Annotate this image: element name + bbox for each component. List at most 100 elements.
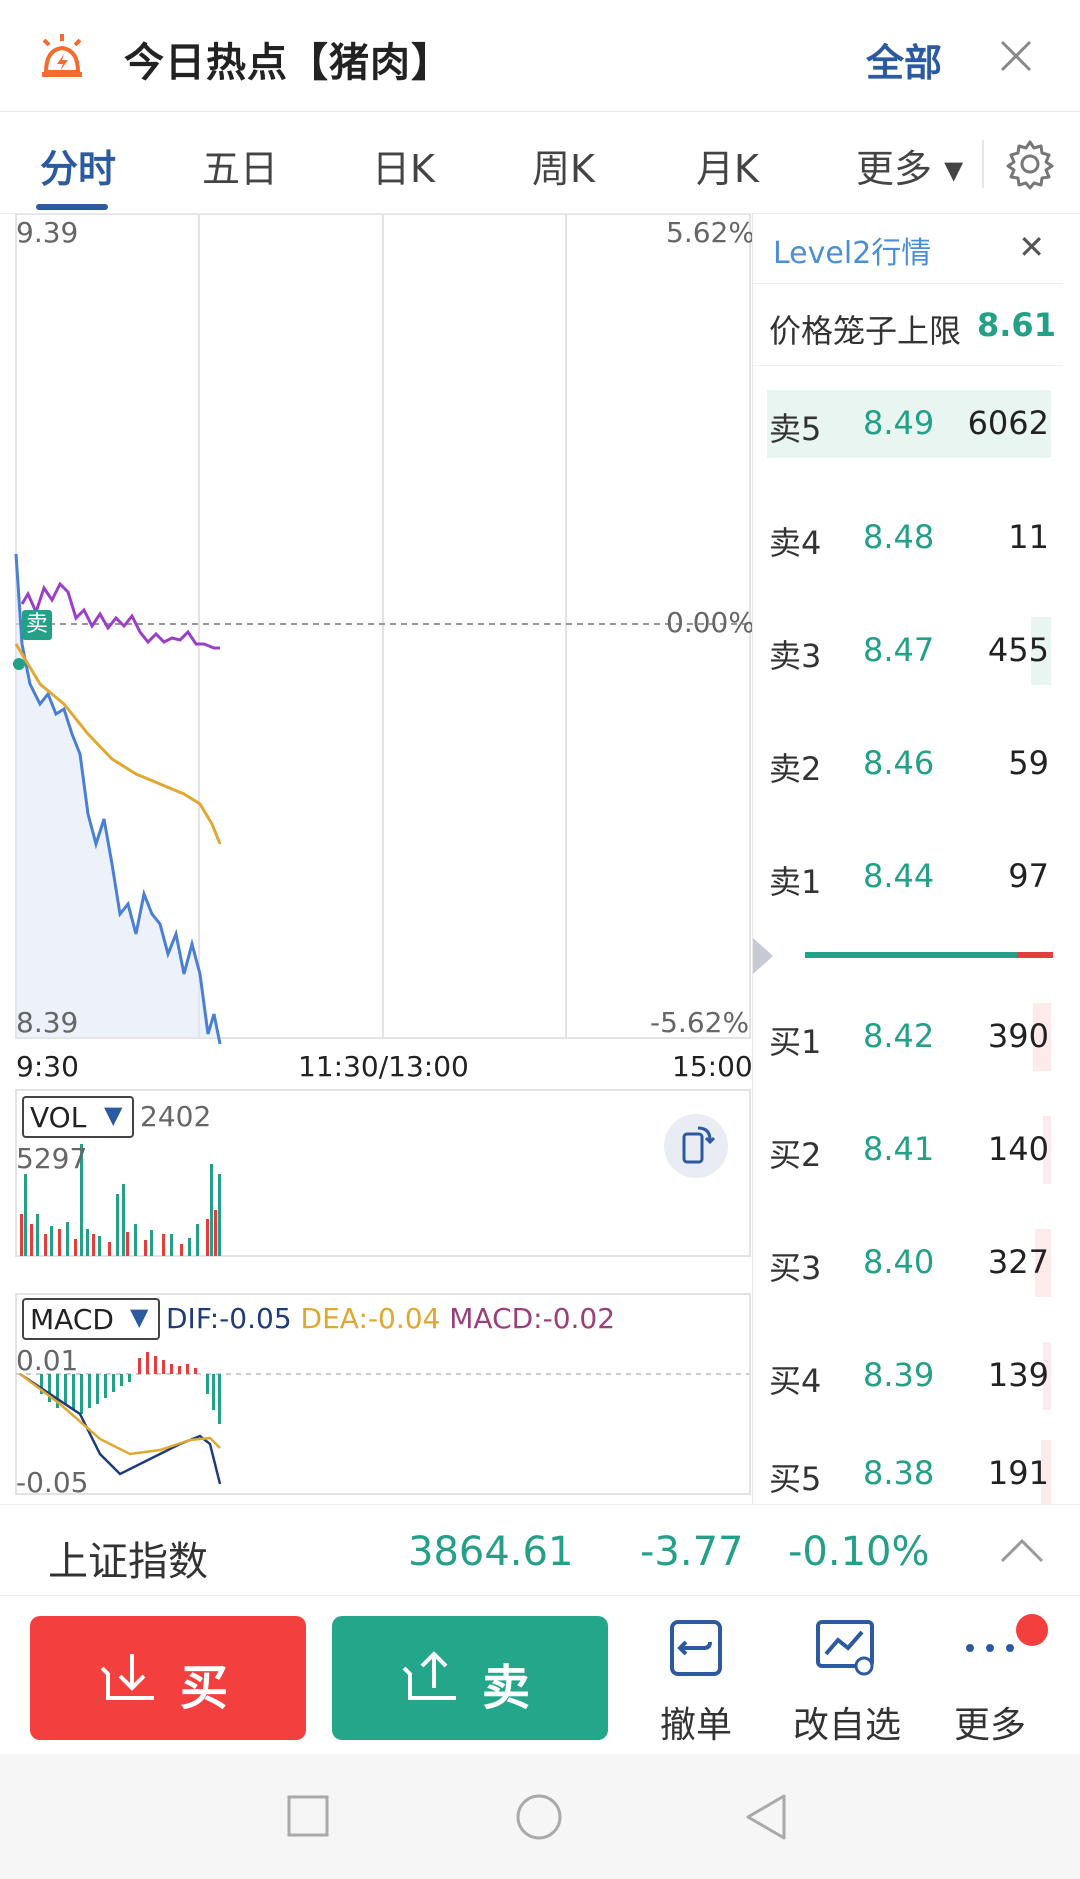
ask-name: 卖2 bbox=[769, 750, 822, 788]
pct-high: 5.62% bbox=[666, 216, 755, 249]
volume-bar bbox=[1043, 1342, 1051, 1410]
time-end: 15:00 bbox=[672, 1050, 753, 1083]
bid-row[interactable]: 买5 8.38 191 bbox=[767, 1440, 1051, 1504]
macd-macd: MACD:-0.02 bbox=[449, 1302, 616, 1335]
vol-value: 2402 bbox=[140, 1100, 212, 1133]
cancel-order-label: 撤单 bbox=[659, 1705, 732, 1746]
macd-axis-min: -0.05 bbox=[16, 1466, 89, 1499]
price-cage: 价格笼子上限 8.61 bbox=[753, 284, 1063, 366]
system-nav-bar bbox=[0, 1754, 1080, 1879]
recent-apps-icon[interactable] bbox=[286, 1794, 330, 1838]
active-tab-indicator bbox=[36, 204, 108, 210]
index-pct: -0.10% bbox=[788, 1529, 930, 1575]
tab-more[interactable]: 更多 ▾ bbox=[856, 147, 964, 191]
macd-selector[interactable]: MACD ▼ bbox=[22, 1298, 160, 1340]
bid-name: 买4 bbox=[769, 1362, 822, 1400]
bid-name: 买5 bbox=[769, 1460, 822, 1498]
level2-title: Level2行情 bbox=[773, 236, 932, 271]
vol-selector[interactable]: VOL ▼ bbox=[22, 1096, 134, 1138]
buy-button[interactable]: 买 bbox=[30, 1616, 306, 1740]
price-low: 8.39 bbox=[16, 1006, 79, 1039]
tab-five-day[interactable]: 五日 bbox=[202, 147, 279, 191]
tab-daily-k[interactable]: 日K bbox=[372, 147, 435, 191]
all-button[interactable]: 全部 bbox=[866, 41, 943, 85]
bid-row[interactable]: 买1 8.42 390 bbox=[767, 1003, 1051, 1071]
time-start: 9:30 bbox=[16, 1050, 79, 1083]
home-icon[interactable] bbox=[514, 1792, 564, 1842]
buy-label: 买 bbox=[180, 1660, 229, 1716]
cancel-order-button[interactable]: 撤单 bbox=[636, 1618, 756, 1748]
volume-bar bbox=[1033, 1003, 1051, 1071]
rotate-screen-icon[interactable] bbox=[664, 1114, 728, 1178]
chart-area[interactable]: 9.39 5.62% 0.00% 8.39 -5.62% 卖 9:30 11:3… bbox=[0, 214, 755, 1504]
ask-row[interactable]: 卖2 8.46 59 bbox=[767, 730, 1051, 798]
ask-row[interactable]: 卖5 8.49 6062 bbox=[767, 390, 1051, 458]
chevron-down-icon: ▼ bbox=[130, 1303, 149, 1331]
ask-name: 卖5 bbox=[769, 410, 822, 448]
macd-dif: DIF:-0.05 bbox=[166, 1302, 292, 1335]
ask-price: 8.47 bbox=[863, 631, 935, 669]
ask-qty: 97 bbox=[1008, 857, 1049, 895]
divider bbox=[982, 140, 984, 188]
ask-row[interactable]: 卖1 8.44 97 bbox=[767, 843, 1051, 911]
alarm-icon[interactable] bbox=[36, 32, 88, 82]
ask-name: 卖4 bbox=[769, 524, 822, 562]
cancel-order-icon bbox=[670, 1620, 722, 1676]
index-change: -3.77 bbox=[640, 1529, 744, 1575]
ask-name: 卖1 bbox=[769, 863, 822, 901]
buy-arrow-icon bbox=[100, 1654, 154, 1700]
macd-selector-label: MACD bbox=[30, 1303, 114, 1336]
sell-button[interactable]: 卖 bbox=[332, 1616, 608, 1740]
edit-watchlist-button[interactable]: 改自选 bbox=[782, 1618, 912, 1748]
ask-row[interactable]: 卖3 8.47 455 bbox=[767, 617, 1051, 685]
ask-qty: 455 bbox=[987, 631, 1049, 669]
bid-ratio-segment bbox=[1017, 952, 1053, 958]
macd-axis-max: 0.01 bbox=[16, 1344, 79, 1377]
sell-marker: 卖 bbox=[22, 610, 52, 640]
macd-dea: DEA:-0.04 bbox=[300, 1302, 441, 1335]
bid-qty: 139 bbox=[987, 1356, 1049, 1394]
bid-price: 8.39 bbox=[863, 1356, 935, 1394]
time-mid: 11:30/13:00 bbox=[298, 1050, 469, 1083]
bid-name: 买2 bbox=[769, 1136, 822, 1174]
volume-bar bbox=[1043, 1116, 1051, 1184]
tab-intraday[interactable]: 分时 bbox=[40, 147, 117, 191]
more-label: 更多 bbox=[953, 1705, 1026, 1746]
pct-low: -5.62% bbox=[650, 1006, 750, 1039]
bid-row[interactable]: 买2 8.41 140 bbox=[767, 1116, 1051, 1184]
close-icon[interactable]: ✕ bbox=[1018, 228, 1045, 266]
volume-bar bbox=[1035, 1229, 1051, 1297]
period-tabs: 分时 五日 日K 周K 月K 更多 ▾ bbox=[0, 112, 1080, 214]
tab-monthly-k[interactable]: 月K bbox=[696, 147, 759, 191]
back-icon[interactable] bbox=[744, 1792, 788, 1842]
close-icon[interactable] bbox=[996, 36, 1036, 76]
ask-price: 8.48 bbox=[863, 518, 935, 556]
bid-price: 8.40 bbox=[863, 1243, 935, 1281]
bid-qty: 140 bbox=[987, 1130, 1049, 1168]
bid-row[interactable]: 买4 8.39 139 bbox=[767, 1342, 1051, 1410]
ask-row[interactable]: 卖4 8.48 11 bbox=[767, 504, 1051, 572]
notification-badge bbox=[1016, 1614, 1048, 1646]
ask-name: 卖3 bbox=[769, 637, 822, 675]
watchlist-edit-icon bbox=[816, 1620, 874, 1676]
gear-icon[interactable] bbox=[1004, 138, 1056, 190]
bid-price: 8.41 bbox=[863, 1130, 935, 1168]
ask-qty: 11 bbox=[1008, 518, 1049, 556]
price-cage-label: 价格笼子上限 bbox=[769, 312, 962, 350]
ask-qty: 6062 bbox=[967, 404, 1049, 442]
chevron-up-icon[interactable] bbox=[998, 1535, 1046, 1565]
tab-weekly-k[interactable]: 周K bbox=[532, 147, 595, 191]
vol-selector-label: VOL bbox=[30, 1101, 87, 1134]
collapse-arrow-icon[interactable] bbox=[753, 938, 773, 974]
more-dots-icon bbox=[966, 1644, 1014, 1652]
bid-row[interactable]: 买3 8.40 327 bbox=[767, 1229, 1051, 1297]
bid-qty: 327 bbox=[987, 1243, 1049, 1281]
ask-price: 8.44 bbox=[863, 857, 935, 895]
ask-price: 8.49 bbox=[863, 404, 935, 442]
more-button[interactable]: 更多 bbox=[930, 1618, 1050, 1748]
index-ticker-bar[interactable]: 上证指数 3864.61 -3.77 -0.10% bbox=[0, 1504, 1080, 1596]
sell-label: 卖 bbox=[482, 1660, 531, 1716]
sell-arrow-icon bbox=[402, 1651, 456, 1700]
bid-name: 买3 bbox=[769, 1249, 822, 1287]
level2-header: Level2行情 ✕ bbox=[753, 214, 1063, 284]
